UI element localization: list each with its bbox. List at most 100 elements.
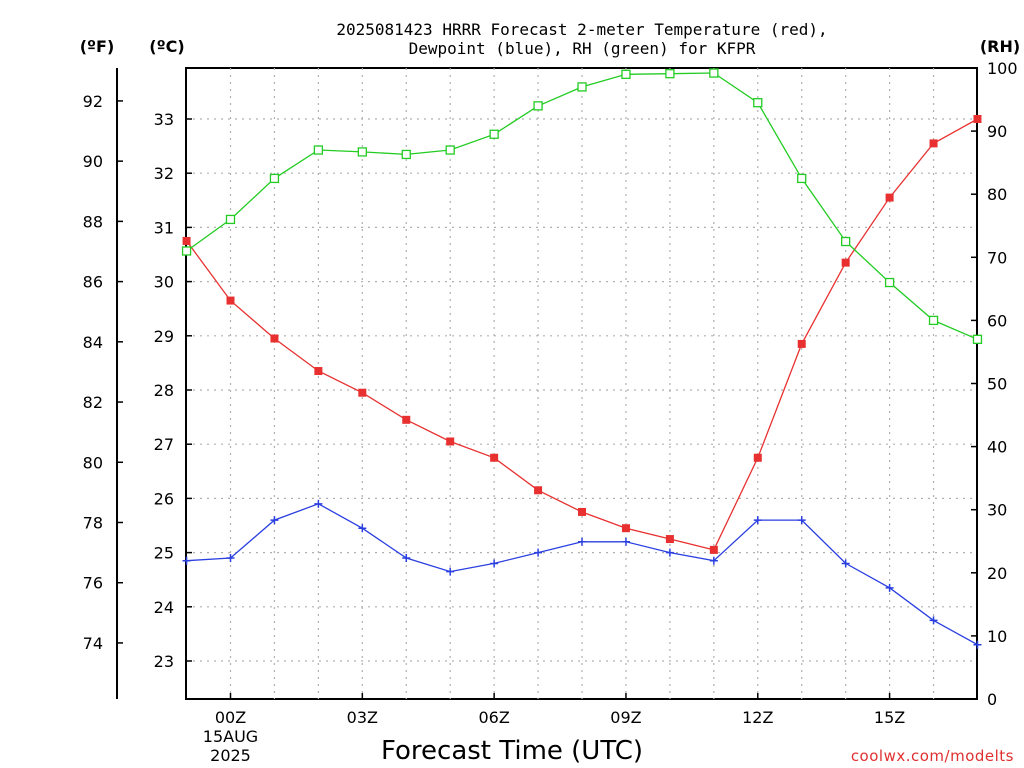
rh-point xyxy=(841,236,851,247)
temperature-point xyxy=(358,388,367,397)
temperature-point xyxy=(665,535,674,544)
celsius-tick-label: 23 xyxy=(154,652,174,671)
rh-tick-label: 80 xyxy=(987,185,1007,204)
rh-point xyxy=(181,246,192,256)
rh-point xyxy=(884,277,895,288)
source-credit: coolwx.com/modelts xyxy=(851,747,1014,765)
dewpoint-point xyxy=(314,499,323,508)
dewpoint-point xyxy=(490,559,499,568)
x-tick-label: 12Z xyxy=(742,708,773,727)
dewpoint-point xyxy=(578,537,587,546)
rh-point xyxy=(621,69,631,79)
dewpoint-point xyxy=(973,640,982,649)
celsius-tick-label: 33 xyxy=(154,110,174,129)
rh-axis-label: (RH) xyxy=(980,37,1020,56)
dewpoint-point xyxy=(753,516,762,525)
dewpoint-point xyxy=(621,537,630,546)
celsius-tick-label: 26 xyxy=(154,489,174,508)
rh-tick-label: 30 xyxy=(987,501,1007,520)
rh-point xyxy=(665,69,675,79)
temperature-point xyxy=(885,193,894,202)
fahrenheit-tick-label: 88 xyxy=(83,212,103,231)
celsius-tick-label: 25 xyxy=(154,544,174,563)
rh-tick-label: 0 xyxy=(987,690,997,709)
rh-point xyxy=(928,315,939,326)
dewpoint-point xyxy=(182,556,191,565)
dewpoint-point xyxy=(841,559,850,568)
dewpoint-point xyxy=(929,616,938,625)
rh-point xyxy=(313,145,324,155)
celsius-tick-label: 29 xyxy=(154,327,174,346)
celsius-tick-label: 27 xyxy=(154,435,174,454)
x-tick-label: 06Z xyxy=(478,708,509,727)
celsius-axis-label: (ºC) xyxy=(149,37,184,56)
rh-tick-label: 100 xyxy=(987,59,1018,78)
x-tick-date: 15AUG xyxy=(203,727,258,746)
fahrenheit-tick-label: 90 xyxy=(83,152,103,171)
grid-lines xyxy=(186,68,977,699)
rh-point xyxy=(269,173,280,184)
fahrenheit-tick-label: 78 xyxy=(83,513,103,532)
rh-point xyxy=(533,101,543,111)
temperature-point xyxy=(270,334,279,343)
dewpoint-point xyxy=(446,567,455,576)
dewpoint-point xyxy=(358,524,367,533)
fahrenheit-axis-label: (ºF) xyxy=(80,37,115,56)
celsius-tick-label: 32 xyxy=(154,164,174,183)
temperature-point xyxy=(621,524,630,533)
fahrenheit-tick-label: 76 xyxy=(83,574,103,593)
rh-tick-label: 60 xyxy=(987,311,1007,330)
temperature-point xyxy=(534,486,543,495)
temperature-point xyxy=(402,415,411,424)
rh-tick-label: 50 xyxy=(987,375,1007,394)
temperature-point xyxy=(973,115,982,123)
temperature-point xyxy=(753,453,762,462)
x-tick-label: 03Z xyxy=(347,708,378,727)
rh-point xyxy=(753,98,763,108)
rh-tick-label: 10 xyxy=(987,627,1007,646)
rh-point xyxy=(357,147,367,157)
dewpoint-point xyxy=(665,548,674,557)
dewpoint-point xyxy=(534,548,543,557)
fahrenheit-tick-label: 86 xyxy=(83,273,103,292)
rh-point xyxy=(709,68,719,78)
temperature-point xyxy=(182,236,191,245)
temperature-point xyxy=(709,545,718,554)
rh-tick-label: 90 xyxy=(987,122,1007,141)
fahrenheit-tick-label: 80 xyxy=(83,453,103,472)
temperature-point xyxy=(578,507,587,516)
x-tick-label: 00Z xyxy=(215,708,246,727)
x-tick-label: 15Z xyxy=(874,708,905,727)
temperature-point xyxy=(841,258,850,267)
series-group xyxy=(181,68,983,649)
chart-subtitle: Dewpoint (blue), RH (green) for KFPR xyxy=(409,39,756,58)
rh-tick-label: 70 xyxy=(987,248,1007,267)
temperature-point xyxy=(797,339,806,348)
dewpoint-point xyxy=(709,556,718,565)
dewpoint-point xyxy=(402,554,411,563)
temperature-point xyxy=(226,296,235,305)
rh-tick-label: 40 xyxy=(987,438,1007,457)
celsius-tick-label: 28 xyxy=(154,381,174,400)
rh-point xyxy=(797,173,807,184)
rh-point xyxy=(489,129,499,139)
rh-tick-label: 20 xyxy=(987,564,1007,583)
chart-title: 2025081423 HRRR Forecast 2-meter Tempera… xyxy=(336,20,827,39)
x-axis-label: Forecast Time (UTC) xyxy=(381,736,643,766)
temperature-point xyxy=(929,139,938,148)
rh-point xyxy=(445,145,455,155)
x-tick-year: 2025 xyxy=(210,746,251,765)
temperature-point xyxy=(314,367,323,376)
celsius-tick-label: 30 xyxy=(154,273,174,292)
rh-point xyxy=(401,149,411,160)
dewpoint-point xyxy=(270,516,279,525)
temperature-point xyxy=(490,453,499,462)
dewpoint-point xyxy=(885,583,894,592)
x-tick-label: 09Z xyxy=(610,708,641,727)
celsius-tick-label: 24 xyxy=(154,598,174,617)
rh-point xyxy=(577,82,587,92)
temperature-point xyxy=(446,437,455,446)
fahrenheit-tick-label: 82 xyxy=(83,393,103,412)
